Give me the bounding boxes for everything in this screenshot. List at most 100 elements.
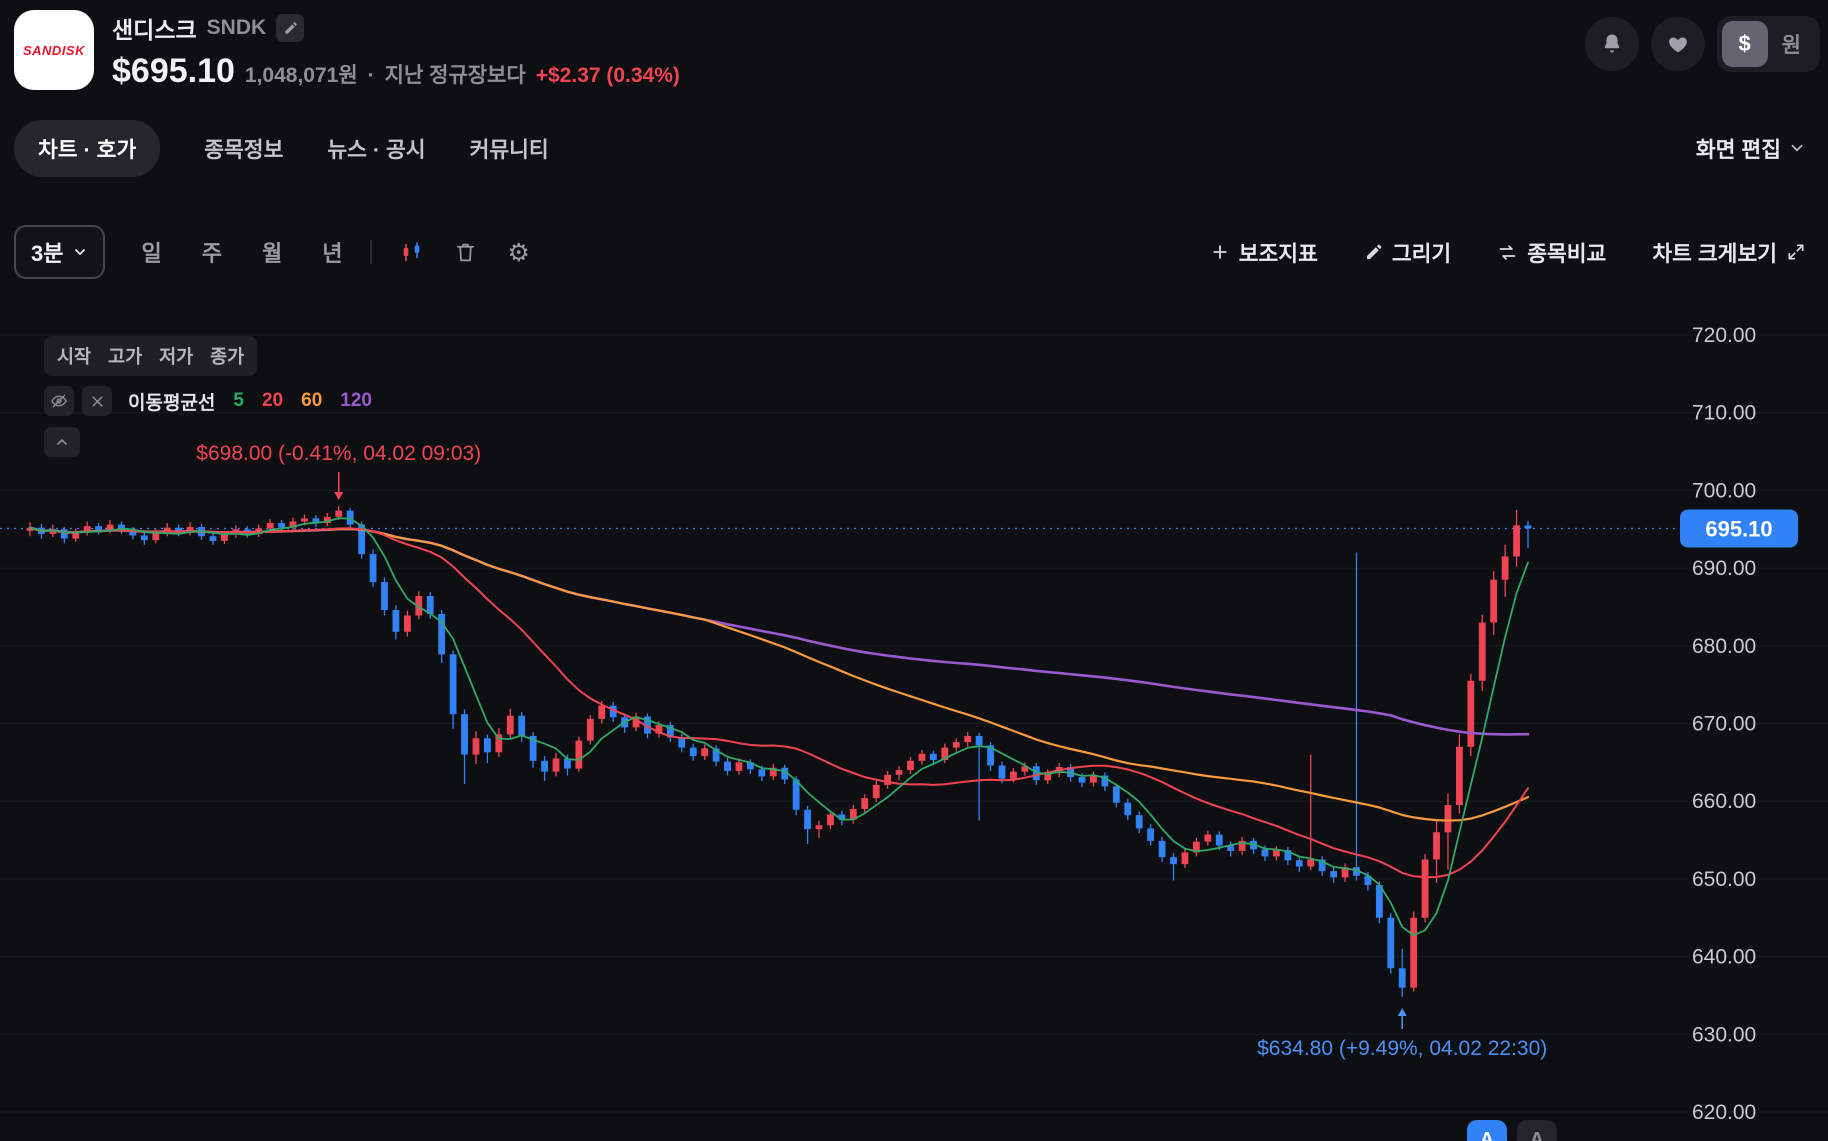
currency-krw-option[interactable]: 원 bbox=[1781, 34, 1801, 57]
heart-icon bbox=[1666, 32, 1690, 56]
interval-units: 일 주 월 년 bbox=[141, 236, 342, 268]
trash-icon bbox=[454, 241, 477, 264]
ohlc-legend: 시작 고가 저가 종가 bbox=[44, 336, 258, 376]
y-axis-tick: 710.00 bbox=[1692, 402, 1756, 425]
stock-ticker: SNDK bbox=[206, 16, 267, 39]
compare-label: 지난 정규장보다 bbox=[384, 64, 526, 87]
font-size-large-button[interactable]: A bbox=[1467, 1120, 1507, 1141]
interval-label: 3분 bbox=[31, 241, 64, 266]
remove-ma-button[interactable] bbox=[82, 386, 112, 416]
bell-icon bbox=[1600, 32, 1624, 56]
swap-arrows-icon bbox=[1497, 242, 1518, 263]
plus-icon bbox=[1210, 242, 1230, 262]
y-axis-tick: 690.00 bbox=[1692, 557, 1756, 580]
tab-chart-orderbook[interactable]: 차트 · 호가 bbox=[14, 119, 161, 177]
current-price-text: $695.10 bbox=[112, 52, 235, 90]
sandisk-logo-text: SANDISK bbox=[22, 42, 85, 58]
close-icon bbox=[90, 394, 105, 409]
ma-line-5 bbox=[29, 517, 1529, 937]
y-axis-tick: 640.00 bbox=[1692, 946, 1756, 969]
compare-label: 종목비교 bbox=[1527, 241, 1607, 266]
add-indicator-button[interactable]: 보조지표 bbox=[1210, 237, 1318, 268]
y-axis-tick: 700.00 bbox=[1692, 479, 1756, 502]
chart-type-button[interactable] bbox=[400, 240, 424, 264]
ma-60-toggle[interactable]: 60 bbox=[301, 390, 323, 411]
edit-name-button[interactable] bbox=[276, 14, 305, 42]
eye-off-icon bbox=[50, 392, 68, 410]
font-size-controls: A A bbox=[1467, 1120, 1557, 1141]
chevron-down-icon bbox=[1788, 139, 1806, 157]
interval-year[interactable]: 년 bbox=[322, 236, 342, 268]
interval-week[interactable]: 주 bbox=[202, 236, 222, 268]
chart-toolbar: 3분 일 주 월 년 ⚙ bbox=[14, 224, 1806, 280]
high-label: 고가 bbox=[108, 346, 143, 367]
stock-chart[interactable]: 720.00 710.00 700.00 690.00 680.00 670.00 660.… bbox=[0, 300, 1828, 1141]
chevron-down-icon bbox=[72, 244, 88, 260]
ma-120-toggle[interactable]: 120 bbox=[340, 390, 372, 411]
y-axis-tick: 670.00 bbox=[1692, 713, 1756, 736]
tab-news-disclosure[interactable]: 뉴스 · 공시 bbox=[327, 133, 425, 164]
stock-name: 샌디스크 bbox=[112, 17, 197, 43]
arrow-up-icon bbox=[1397, 1008, 1407, 1017]
high-annotation: $698.00 (-0.41%, 04.02 09:03) bbox=[196, 442, 481, 465]
tab-community[interactable]: 커뮤니티 bbox=[470, 133, 549, 164]
y-axis-tick: 630.00 bbox=[1692, 1023, 1756, 1046]
pencil-icon bbox=[1364, 243, 1383, 262]
compare-button[interactable]: 종목비교 bbox=[1497, 237, 1606, 268]
sandisk-logo: SANDISK bbox=[14, 10, 94, 90]
open-label: 시작 bbox=[57, 346, 92, 367]
close-label: 종가 bbox=[210, 346, 245, 367]
ma-line-20 bbox=[29, 526, 1529, 879]
stock-tabs: 차트 · 호가 종목정보 뉴스 · 공시 커뮤니티 화면 편집 bbox=[14, 118, 1806, 178]
hide-ma-button[interactable] bbox=[44, 386, 74, 416]
currency-toggle[interactable]: $ 원 bbox=[1716, 16, 1820, 72]
font-size-small-button[interactable]: A bbox=[1517, 1120, 1557, 1141]
interval-select[interactable]: 3분 bbox=[14, 225, 106, 279]
ma-line-60 bbox=[28, 526, 1530, 822]
y-axis-tick: 660.00 bbox=[1692, 790, 1756, 813]
currency-usd-option[interactable]: $ bbox=[1721, 21, 1768, 67]
interval-day[interactable]: 일 bbox=[141, 236, 161, 268]
enlarge-label: 차트 크게보기 bbox=[1652, 241, 1777, 266]
toolbar-divider bbox=[370, 240, 373, 264]
ma-label: 이동평균선 bbox=[128, 392, 216, 414]
header-actions: $ 원 bbox=[1584, 16, 1820, 72]
indicator-label: 보조지표 bbox=[1238, 241, 1318, 266]
enlarge-chart-button[interactable]: 차트 크게보기 bbox=[1652, 237, 1806, 268]
low-label: 저가 bbox=[159, 346, 194, 367]
tab-stock-info[interactable]: 종목정보 bbox=[204, 133, 283, 164]
current-price-tag-label: 695.10 bbox=[1705, 516, 1772, 541]
dot-separator: · bbox=[367, 64, 375, 87]
candles-layer bbox=[26, 505, 1532, 998]
price-change: +$2.37 (0.34%) bbox=[535, 64, 680, 87]
alert-button[interactable] bbox=[1584, 17, 1639, 71]
y-axis-tick: 650.00 bbox=[1692, 868, 1756, 891]
delete-drawing-button[interactable] bbox=[454, 241, 477, 264]
candlestick-icon bbox=[400, 240, 424, 264]
gear-icon: ⚙ bbox=[507, 237, 530, 267]
interval-month[interactable]: 월 bbox=[262, 236, 282, 268]
chart-legend: 시작 고가 저가 종가 이동평균선 5 20 60 120 bbox=[44, 336, 372, 457]
draw-button[interactable]: 그리기 bbox=[1364, 237, 1451, 268]
ma-5-toggle[interactable]: 5 bbox=[233, 390, 244, 411]
screen-edit-label: 화면 편집 bbox=[1695, 137, 1781, 162]
screen-edit-button[interactable]: 화면 편집 bbox=[1696, 133, 1806, 164]
y-axis-tick: 680.00 bbox=[1692, 635, 1756, 658]
expand-icon bbox=[1786, 242, 1806, 262]
low-annotation: $634.80 (+9.49%, 04.02 22:30) bbox=[1257, 1037, 1547, 1060]
ma-line-120 bbox=[28, 526, 1530, 736]
ma-20-toggle[interactable]: 20 bbox=[261, 390, 284, 411]
favorite-button[interactable] bbox=[1650, 17, 1705, 71]
arrow-down-icon bbox=[334, 491, 344, 500]
pencil-icon bbox=[283, 21, 298, 36]
stock-title-block: 샌디스크 SNDK $695.10 1,048,071원 · 지난 정규장보다 … bbox=[112, 12, 680, 91]
draw-label: 그리기 bbox=[1391, 241, 1452, 266]
chart-settings-button[interactable]: ⚙ bbox=[507, 240, 529, 265]
y-axis-tick: 720.00 bbox=[1692, 324, 1756, 347]
y-axis-tick: 620.00 bbox=[1692, 1101, 1756, 1124]
krw-value: 1,048,071원 bbox=[244, 64, 358, 87]
chevron-up-icon bbox=[54, 434, 70, 450]
collapse-legend-button[interactable] bbox=[44, 427, 80, 457]
current-price-tag bbox=[1680, 509, 1798, 548]
